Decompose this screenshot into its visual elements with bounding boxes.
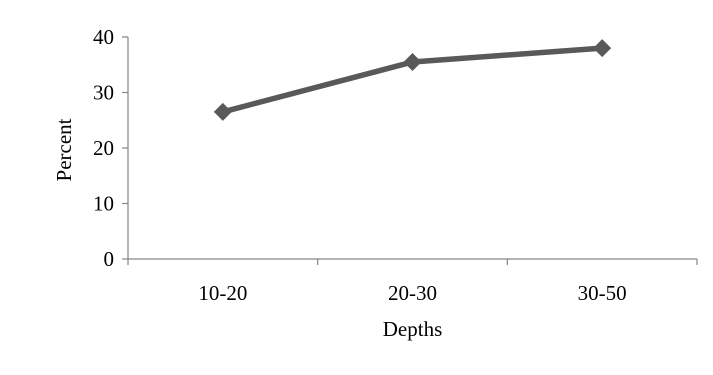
x-tick-label: 10-20 — [198, 281, 247, 305]
data-point-marker — [593, 39, 612, 58]
x-axis-ticks: 10-20 20-30 30-50 — [127, 259, 698, 305]
y-tick-label: 20 — [93, 136, 114, 160]
y-axis-ticks: 0 10 20 30 40 — [93, 25, 128, 271]
series-layer — [213, 39, 612, 121]
x-axis-title: Depths — [383, 317, 443, 341]
y-tick-label: 10 — [93, 192, 114, 216]
x-tick-label: 30-50 — [578, 281, 627, 305]
data-point-marker — [403, 52, 422, 71]
data-point-marker — [213, 102, 232, 121]
y-tick-label: 0 — [104, 247, 115, 271]
y-tick-label: 30 — [93, 81, 114, 105]
x-tick-label: 20-30 — [388, 281, 437, 305]
y-axis-title: Percent — [52, 118, 76, 181]
y-tick-label: 40 — [93, 25, 114, 49]
